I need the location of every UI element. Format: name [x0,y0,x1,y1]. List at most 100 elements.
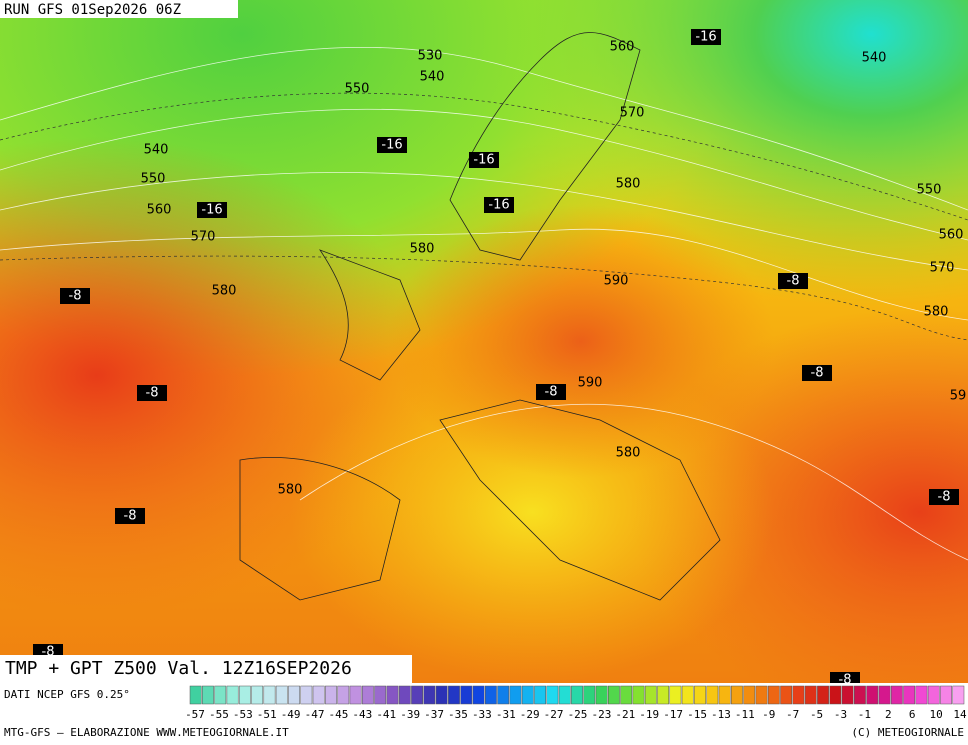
scale-label: -45 [329,708,349,721]
temperature-label: -16 [201,203,222,218]
scale-swatch [804,685,817,705]
contour-label: 540 [420,70,445,85]
scale-swatch [484,685,497,705]
scale-label: 10 [929,708,942,721]
scale-swatch [657,685,670,705]
scale-swatch [583,685,596,705]
scale-label: -37 [424,708,444,721]
map-field [0,0,968,683]
temperature-box [691,29,721,45]
scale-swatch [312,685,325,705]
scale-label: -25 [568,708,588,721]
scale-swatch [374,685,387,705]
scale-swatch [620,685,633,705]
temperature-label: -8 [124,509,137,524]
scale-label: -33 [472,708,492,721]
scale-swatch [718,685,731,705]
map-title: TMP + GPT Z500 Val. 12Z16SEP2026 [5,658,352,679]
temperature-box [484,197,514,213]
scale-label: -31 [496,708,516,721]
scale-swatch [743,685,756,705]
scale-swatch [214,685,227,705]
scale-swatch [558,685,571,705]
scale-label: -41 [376,708,396,721]
scale-swatch [238,685,251,705]
scale-swatch [386,685,399,705]
scale-swatch [521,685,534,705]
scale-swatch [263,685,276,705]
scale-swatch [780,685,793,705]
scale-swatch [423,685,436,705]
contour-label: 560 [610,40,635,55]
temperature-label: -16 [473,153,494,168]
scale-label: -17 [663,708,683,721]
scale-label: 14 [953,708,967,721]
scale-swatch [644,685,657,705]
scale-label: -53 [233,708,253,721]
scale-swatch [435,685,448,705]
scale-swatch [472,685,485,705]
scale-swatch [706,685,719,705]
contour-label: 560 [147,203,172,218]
contour-label: 570 [620,106,645,121]
temperature-box [929,489,959,505]
scale-label: -27 [544,708,564,721]
scale-swatch [755,685,768,705]
temperature-label: -16 [695,30,716,45]
scale-label: -21 [615,708,635,721]
scale-label: -51 [257,708,277,721]
temperature-label: -16 [381,138,402,153]
scale-swatch [890,685,903,705]
contour-label: 540 [862,51,887,66]
scale-swatch [903,685,916,705]
scale-label: -9 [762,708,775,721]
scale-label: -35 [448,708,468,721]
contour-label: 580 [278,483,303,498]
contour-label: 580 [924,305,949,320]
scale-swatch [509,685,522,705]
contour-label: 530 [418,49,443,64]
scale-label: -13 [711,708,731,721]
contour-label: 590 [578,376,603,391]
temperature-box [60,288,90,304]
scale-swatch [288,685,300,705]
scale-swatch [448,685,460,705]
scale-label: -29 [520,708,540,721]
title-box [0,655,412,683]
scale-swatch [325,685,337,705]
scale-label: -43 [352,708,372,721]
scale-label: -49 [281,708,301,721]
contour-label: 550 [141,172,166,187]
copyright: (C) METEOGIORNALE [851,726,964,739]
scale-swatch [275,685,288,705]
scale-swatch [731,685,743,705]
scale-swatch [251,685,264,705]
scale-swatch [940,685,952,705]
scale-label: -23 [591,708,611,721]
temperature-label: -8 [938,490,951,505]
scale-swatch [398,685,411,705]
temperature-box [115,508,145,524]
temperature-box [536,384,566,400]
temperature-label: -8 [811,366,824,381]
temperature-label: -8 [787,274,800,289]
contour-label: 580 [616,177,641,192]
scale-swatch [546,685,559,705]
scale-label: -39 [400,708,420,721]
scale-swatch [497,685,510,705]
contour-label: 570 [191,230,216,245]
contour-label: 580 [616,446,641,461]
scale-swatch [854,685,866,705]
scale-swatch [681,685,694,705]
contour-label: 550 [917,183,942,198]
scale-label: 2 [885,708,892,721]
contour-label: 550 [345,82,370,97]
scale-swatch [300,685,313,705]
scale-label: -3 [834,708,847,721]
temperature-label: -8 [545,385,558,400]
scale-swatch [411,685,423,705]
scale-label: -57 [185,708,205,721]
credit: MTG-GFS – ELABORAZIONE WWW.METEOGIORNALE… [4,726,289,739]
scale-swatch [632,685,645,705]
